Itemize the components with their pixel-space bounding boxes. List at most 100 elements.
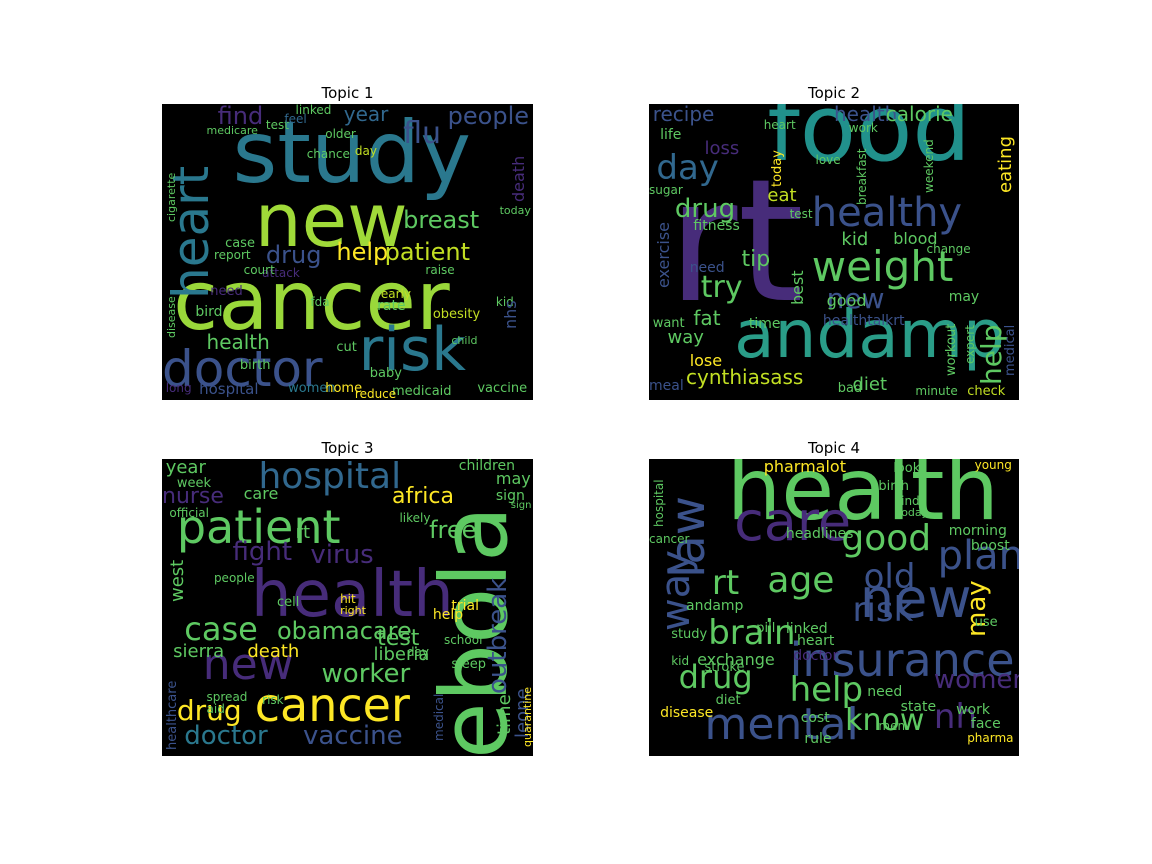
word-calorie: calorie	[885, 104, 953, 126]
word-obesity: obesity	[432, 307, 481, 323]
wordcloud-canvas: ebola health patient cancer new hospital case o…	[162, 459, 533, 756]
word-expert: expert	[962, 325, 977, 365]
word-time: time	[748, 316, 781, 333]
word-death: death	[508, 155, 528, 202]
word-linked: linked	[785, 621, 828, 638]
word-exchange: exchange	[697, 650, 775, 670]
word-andamp: andamp	[686, 597, 744, 614]
word-attack: attack	[262, 265, 300, 280]
word-healthcare: healthcare	[164, 680, 180, 751]
word-cynthiasass: cynthiasass	[686, 365, 804, 390]
word-mental: mental	[704, 698, 859, 750]
word-nurse: nurse	[162, 483, 224, 509]
word-likely: likely	[399, 511, 431, 526]
word-help: help	[789, 669, 864, 710]
word-check: check	[967, 384, 1006, 400]
word-rt: rt	[667, 143, 805, 342]
word-healthtalkrt: healthtalkrt	[822, 313, 905, 330]
word-quarantine: quarantine	[520, 687, 533, 748]
word-sleep: sleep	[451, 656, 487, 672]
word-lose: lose	[689, 350, 723, 370]
word-free: free	[429, 516, 477, 545]
word-blood: blood	[893, 229, 938, 249]
word-workout: workout	[944, 324, 959, 377]
word-west: west	[167, 559, 189, 602]
word-sign: sign	[495, 487, 525, 504]
word-new: new	[202, 639, 294, 691]
word-case: case	[184, 610, 258, 649]
word-healthy: healthy	[811, 189, 963, 236]
word-raise: raise	[425, 262, 455, 277]
word-drug: drug	[265, 241, 322, 270]
word-study: study	[671, 627, 708, 643]
word-fda: fda	[310, 295, 330, 310]
word-drug: drug	[678, 657, 753, 696]
word-young: young	[974, 459, 1012, 472]
word-health: health	[834, 104, 898, 126]
word-eating: eating	[994, 135, 1016, 193]
word-report: report	[213, 248, 251, 263]
word-sign: sign	[510, 499, 532, 511]
wordcloud-panel-3: Topic 3 ebola health patient cancer new hospi…	[162, 437, 533, 756]
word-breast: breast	[403, 205, 480, 234]
word-feel: feel	[284, 111, 307, 126]
word-children: children	[458, 459, 515, 474]
word-change: change	[926, 242, 971, 257]
word-birth: birth	[878, 478, 909, 494]
word-medicaid: medicaid	[392, 384, 452, 400]
word-test: test	[265, 117, 289, 132]
word-good: good	[841, 518, 932, 560]
word-way: way	[653, 550, 700, 632]
word-cut: cut	[336, 339, 357, 355]
word-old: old	[863, 556, 916, 597]
word-work: work	[848, 120, 878, 135]
word-obamacare: obamacare	[277, 617, 412, 646]
word-today: today	[499, 203, 531, 217]
word-bad: bad	[837, 381, 863, 397]
word-doctor: doctor	[793, 648, 839, 665]
word-diet: diet	[715, 692, 741, 708]
word-pharma: pharma	[967, 731, 1014, 746]
chart-title: Topic 1	[321, 84, 374, 102]
word-rate: rate	[377, 298, 406, 315]
word-care: care	[243, 483, 279, 503]
wordcloud-canvas: health insurance care new law mental plan good b…	[649, 459, 1019, 756]
word-heart: heart	[763, 117, 796, 132]
word-long: long	[165, 381, 192, 396]
word-help: help	[432, 606, 464, 623]
word-bird: bird	[195, 304, 223, 321]
chart-title: Topic 2	[807, 84, 861, 102]
word-weekend: weekend	[921, 139, 936, 193]
word-drug: drug	[176, 693, 242, 727]
wordcloud-canvas: rt food andamp weight healthy drug day try new re…	[649, 104, 1019, 400]
word-vaccine: vaccine	[302, 721, 403, 752]
word-trial: trial	[451, 597, 479, 614]
word-heart: heart	[797, 633, 835, 650]
chart-title: Topic 3	[321, 439, 374, 457]
word-day: day	[406, 645, 429, 660]
wordcloud-panel-4: Topic 4 health insurance care new law mental p…	[649, 437, 1019, 756]
word-chance: chance	[306, 147, 350, 162]
word-cancer: cancer	[254, 677, 410, 732]
word-cigarette: cigarette	[164, 173, 178, 223]
word-day: day	[354, 144, 377, 159]
word-minute: minute	[915, 384, 958, 399]
word-flu: flu	[403, 115, 442, 151]
word-doctor: doctor	[162, 339, 323, 398]
word-older: older	[325, 126, 356, 141]
word-aid: aid	[206, 701, 225, 716]
word-hit: hit	[340, 591, 356, 606]
word-risk: risk	[262, 692, 284, 707]
word-cell: cell	[277, 594, 300, 610]
word-medicare: medicare	[206, 123, 258, 137]
word-rule: rule	[804, 731, 832, 748]
word-reduce: reduce	[354, 387, 397, 400]
word-brain: brain	[708, 613, 796, 654]
word-eat: eat	[767, 184, 797, 206]
word-good: good	[826, 291, 867, 311]
word-cancer: cancer	[173, 253, 450, 349]
word-insurance: insurance	[789, 633, 1015, 688]
word-tip: tip	[741, 247, 771, 273]
word-child: child	[451, 333, 478, 347]
word-face: face	[970, 716, 1001, 733]
